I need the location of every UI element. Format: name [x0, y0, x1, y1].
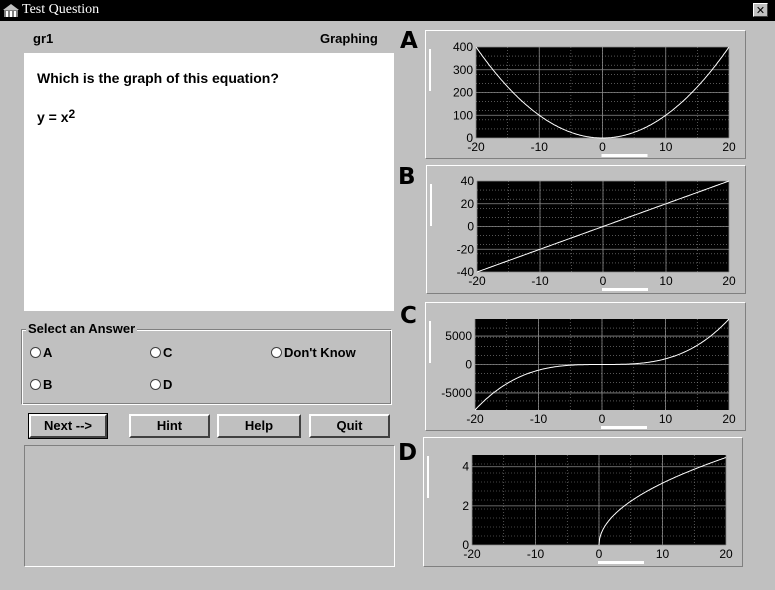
- series-curve: [475, 46, 730, 139]
- x-tick-label: 0: [596, 547, 603, 561]
- option-letter-d: D: [398, 440, 418, 466]
- radio-d-circle[interactable]: [150, 379, 161, 390]
- series-curve: [598, 457, 727, 546]
- series-curve: [474, 318, 730, 411]
- vertical-indicator: [429, 321, 431, 363]
- x-tick-label: -20: [463, 547, 481, 561]
- y-tick-label: -5000: [441, 386, 472, 400]
- y-tick-label: 0: [462, 538, 469, 552]
- graph-c: -20 -10 0 10 20 -5000 0 5000: [429, 318, 736, 429]
- x-tick-label: 20: [722, 274, 736, 288]
- y-tick-label: 0: [466, 131, 473, 145]
- radio-b-circle[interactable]: [30, 379, 41, 390]
- option-letter-b: B: [398, 164, 416, 190]
- radio-d-label: D: [163, 377, 173, 392]
- title-bar: Test Question ✕: [0, 0, 775, 21]
- y-tick-label: 40: [461, 174, 475, 188]
- x-tick-label: 0: [599, 140, 606, 154]
- y-tick-label: 400: [453, 40, 473, 54]
- radio-c[interactable]: C: [150, 345, 172, 361]
- window-title: Test Question: [22, 2, 100, 17]
- close-button[interactable]: ✕: [753, 3, 768, 17]
- x-tick-label: 20: [719, 547, 733, 561]
- y-tick-label: 0: [467, 220, 474, 234]
- radio-dont-know[interactable]: Don't Know: [271, 345, 356, 361]
- y-tick-label: 4: [462, 460, 469, 474]
- answer-legend: Select an Answer: [26, 321, 138, 336]
- x-tick-label: 10: [656, 547, 670, 561]
- question-category: Graphing: [320, 31, 378, 46]
- x-tick-label: 10: [659, 140, 673, 154]
- graph-panel-d: -20 -10 0 10 20 0 2 4: [423, 437, 743, 567]
- hint-button[interactable]: Hint: [129, 414, 210, 438]
- x-tick-label: 10: [659, 274, 673, 288]
- option-letter-c: C: [400, 303, 417, 329]
- vertical-indicator: [429, 49, 431, 91]
- horizontal-indicator: [601, 154, 648, 157]
- feedback-area: [24, 445, 395, 567]
- equation-exponent: 2: [68, 107, 76, 121]
- x-tick-label: 0: [599, 412, 606, 426]
- y-tick-label: 300: [453, 63, 473, 77]
- series-curve: [476, 180, 730, 273]
- x-tick-label: -10: [527, 547, 545, 561]
- graph-panel-a: -20 -10 0 10 20 0 100 200 300 400: [425, 30, 746, 159]
- app-icon: [3, 3, 19, 18]
- x-tick-label: -10: [531, 140, 549, 154]
- answer-group: [21, 329, 392, 405]
- x-tick-label: -20: [466, 412, 484, 426]
- radio-c-label: C: [163, 345, 173, 360]
- question-id: gr1: [33, 31, 54, 46]
- x-tick-label: 10: [659, 412, 673, 426]
- question-panel: Which is the graph of this equation? y =…: [24, 53, 394, 311]
- radio-d[interactable]: D: [150, 377, 172, 393]
- x-tick-label: -20: [467, 140, 485, 154]
- radio-dont-know-circle[interactable]: [271, 347, 282, 358]
- graph-panel-b: -20 -10 0 10 20 -40 -20 0 20 40: [426, 165, 746, 294]
- vertical-indicator: [427, 456, 429, 498]
- horizontal-indicator: [601, 426, 647, 429]
- help-button[interactable]: Help: [217, 414, 301, 438]
- x-tick-label: 0: [600, 274, 607, 288]
- horizontal-indicator: [602, 288, 648, 291]
- x-tick-label: -10: [531, 274, 549, 288]
- next-button[interactable]: Next -->: [28, 413, 108, 439]
- radio-b[interactable]: B: [30, 377, 52, 393]
- equation-base: y = x: [37, 109, 69, 125]
- graph-d: -20 -10 0 10 20 0 2 4: [427, 455, 733, 564]
- equation: y = x2: [37, 107, 76, 125]
- x-tick-label: 20: [722, 140, 736, 154]
- x-tick-label: -20: [468, 274, 486, 288]
- x-tick-label: 20: [722, 412, 736, 426]
- question-prompt: Which is the graph of this equation?: [37, 70, 279, 86]
- radio-c-circle[interactable]: [150, 347, 161, 358]
- y-tick-label: -40: [457, 265, 475, 279]
- graph-panel-c: -20 -10 0 10 20 -5000 0 5000: [425, 302, 746, 431]
- y-tick-label: 20: [461, 197, 475, 211]
- radio-a-circle[interactable]: [30, 347, 41, 358]
- y-tick-label: 0: [465, 358, 472, 372]
- radio-a-label: A: [43, 345, 53, 360]
- y-tick-label: 200: [453, 86, 473, 100]
- close-icon: ✕: [755, 4, 766, 17]
- radio-b-label: B: [43, 377, 53, 392]
- radio-a[interactable]: A: [30, 345, 52, 361]
- option-letter-a: A: [400, 28, 418, 54]
- y-tick-label: 2: [462, 499, 469, 513]
- horizontal-indicator: [598, 561, 644, 564]
- quit-button[interactable]: Quit: [309, 414, 390, 438]
- vertical-indicator: [430, 184, 432, 226]
- x-tick-label: -10: [530, 412, 548, 426]
- radio-dont-know-label: Don't Know: [284, 345, 356, 360]
- y-tick-label: -20: [457, 242, 475, 256]
- y-tick-label: 100: [453, 108, 473, 122]
- y-tick-label: 5000: [445, 329, 472, 343]
